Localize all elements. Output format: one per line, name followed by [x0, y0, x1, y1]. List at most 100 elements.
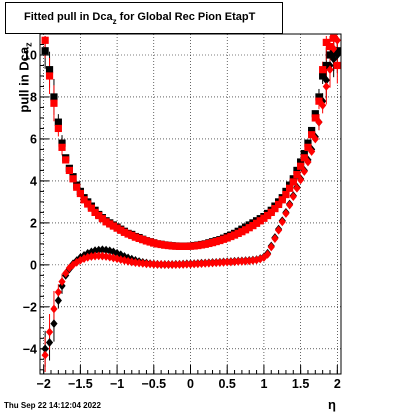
- data-point: [102, 218, 110, 226]
- data-point: [98, 251, 107, 261]
- y-tick-label: 4: [30, 174, 37, 188]
- data-point: [322, 61, 330, 70]
- data-point: [45, 66, 54, 74]
- data-point: [234, 257, 242, 266]
- y-tick-label: 10: [23, 48, 37, 62]
- data-point: [175, 242, 184, 250]
- data-point: [308, 126, 316, 135]
- data-point: [282, 190, 290, 199]
- data-point: [109, 247, 118, 257]
- x-tick-label: −1.5: [68, 377, 93, 391]
- data-point: [230, 231, 239, 239]
- data-point: [308, 147, 316, 156]
- y-tick-label: −4: [23, 342, 37, 356]
- data-point: [95, 211, 103, 220]
- y-tick-label: 8: [30, 90, 37, 104]
- x-tick-label: 0.5: [219, 377, 236, 391]
- data-point: [223, 234, 231, 242]
- timestamp-footer: Thu Sep 22 14:12:04 2022: [4, 401, 101, 410]
- y-tick-label: 2: [30, 216, 37, 230]
- x-tick-label: −0.5: [141, 377, 166, 391]
- data-point: [62, 156, 70, 164]
- data-point: [128, 231, 136, 240]
- data-point: [300, 154, 308, 162]
- data-point: [84, 200, 92, 208]
- data-point: [311, 134, 319, 144]
- data-point: [142, 237, 151, 245]
- data-point: [106, 220, 114, 228]
- data-point: [161, 260, 169, 270]
- data-point: [117, 226, 125, 234]
- data-point: [120, 228, 129, 236]
- data-point: [223, 257, 231, 267]
- data-point: [113, 254, 121, 264]
- data-point: [249, 222, 257, 230]
- data-point: [197, 241, 206, 249]
- data-point: [212, 237, 220, 246]
- data-point: [274, 200, 283, 209]
- data-point: [120, 256, 129, 265]
- data-point: [286, 184, 294, 192]
- x-tick-label: 1: [260, 377, 267, 391]
- y-axis-label: pull in Dcaz: [17, 18, 34, 138]
- data-point: [293, 183, 301, 193]
- data-point: [234, 229, 242, 237]
- data-point: [333, 35, 341, 45]
- data-point: [271, 234, 279, 244]
- data-point: [201, 240, 209, 248]
- data-point: [271, 205, 279, 213]
- data-point: [153, 240, 162, 248]
- data-point: [131, 233, 140, 241]
- x-axis-label: η: [328, 397, 336, 412]
- data-point: [286, 200, 294, 210]
- chart-title: Fitted pull in Dcaz for Global Rec Pion …: [24, 11, 255, 26]
- data-point: [168, 242, 176, 250]
- data-point: [109, 222, 118, 230]
- data-point: [194, 241, 202, 250]
- data-point: [172, 242, 180, 250]
- data-point: [157, 240, 165, 249]
- data-point: [293, 166, 301, 175]
- data-point: [289, 192, 297, 202]
- data-point: [183, 242, 191, 250]
- data-point: [45, 327, 54, 337]
- data-point: [168, 260, 176, 270]
- data-point: [245, 224, 253, 232]
- data-point: [315, 97, 323, 105]
- data-point: [319, 100, 327, 110]
- data-point: [84, 252, 92, 262]
- data-point: [54, 296, 62, 305]
- data-point: [322, 82, 330, 91]
- data-point: [252, 219, 261, 227]
- data-point: [58, 139, 66, 147]
- data-point: [58, 143, 66, 151]
- data-point: [76, 255, 84, 265]
- data-point: [135, 234, 143, 243]
- y-tick-label: 0: [30, 258, 37, 272]
- data-point: [315, 93, 323, 101]
- data-point: [54, 287, 62, 297]
- data-point: [300, 150, 308, 158]
- data-point: [164, 241, 173, 250]
- data-point: [282, 209, 290, 218]
- data-markers: [41, 34, 341, 360]
- data-point: [62, 268, 70, 278]
- data-point: [241, 226, 250, 234]
- chart-title-main: Fitted pull in Dca: [24, 11, 113, 23]
- data-point: [91, 208, 99, 216]
- data-point: [238, 228, 246, 236]
- data-point: [161, 241, 169, 249]
- data-point: [315, 117, 323, 127]
- data-point: [274, 225, 283, 235]
- data-point: [58, 277, 66, 287]
- data-point: [304, 143, 312, 151]
- data-point: [304, 157, 312, 167]
- data-point: [241, 256, 250, 266]
- x-tick-label: 2: [334, 377, 341, 391]
- data-point: [208, 239, 217, 247]
- data-point: [263, 211, 272, 220]
- data-point: [65, 166, 73, 175]
- data-point: [73, 183, 81, 191]
- data-point: [124, 230, 132, 238]
- data-point: [330, 44, 338, 54]
